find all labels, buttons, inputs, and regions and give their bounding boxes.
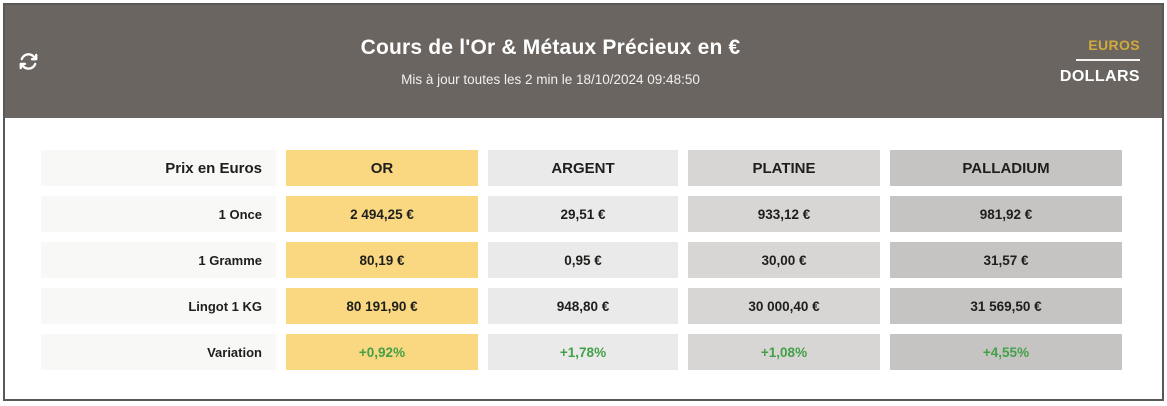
gold-price-widget: Cours de l'Or & Métaux Précieux en € Mis… (3, 3, 1164, 401)
refresh-button[interactable] (17, 52, 57, 71)
row-label-lingot: Lingot 1 KG (41, 288, 276, 324)
variation-argent: +1,78% (488, 334, 678, 370)
value-or-once: 2 494,25 € (286, 196, 478, 232)
value-argent-gramme: 0,95 € (488, 242, 678, 278)
value-palladium-lingot: 31 569,50 € (890, 288, 1122, 324)
variation-or: +0,92% (286, 334, 478, 370)
variation-palladium: +4,55% (890, 334, 1122, 370)
prices-table: Prix en Euros OR ARGENT PLATINE PALLADIU… (5, 118, 1162, 370)
value-or-gramme: 80,19 € (286, 242, 478, 278)
value-argent-once: 29,51 € (488, 196, 678, 232)
currency-toggle: EUROS DOLLARS (1044, 38, 1140, 85)
value-or-lingot: 80 191,90 € (286, 288, 478, 324)
currency-divider (1076, 59, 1140, 61)
header-titles: Cours de l'Or & Métaux Précieux en € Mis… (57, 36, 1044, 87)
currency-option-dollars[interactable]: DOLLARS (1059, 68, 1140, 85)
row-label-variation: Variation (41, 334, 276, 370)
row-label-gramme: 1 Gramme (41, 242, 276, 278)
column-header-or: OR (286, 150, 478, 186)
column-header-platine: PLATINE (688, 150, 880, 186)
refresh-icon (19, 53, 38, 70)
column-header-argent: ARGENT (488, 150, 678, 186)
value-palladium-gramme: 31,57 € (890, 242, 1122, 278)
value-argent-lingot: 948,80 € (488, 288, 678, 324)
last-updated-text: Mis à jour toutes les 2 min le 18/10/202… (401, 72, 700, 87)
variation-platine: +1,08% (688, 334, 880, 370)
value-platine-gramme: 30,00 € (688, 242, 880, 278)
header-bar: Cours de l'Or & Métaux Précieux en € Mis… (5, 5, 1162, 118)
table-corner-label: Prix en Euros (41, 150, 276, 186)
column-header-palladium: PALLADIUM (890, 150, 1122, 186)
currency-option-euros[interactable]: EUROS (1088, 37, 1140, 53)
page-title: Cours de l'Or & Métaux Précieux en € (360, 36, 741, 59)
value-platine-lingot: 30 000,40 € (688, 288, 880, 324)
value-platine-once: 933,12 € (688, 196, 880, 232)
value-palladium-once: 981,92 € (890, 196, 1122, 232)
row-label-once: 1 Once (41, 196, 276, 232)
